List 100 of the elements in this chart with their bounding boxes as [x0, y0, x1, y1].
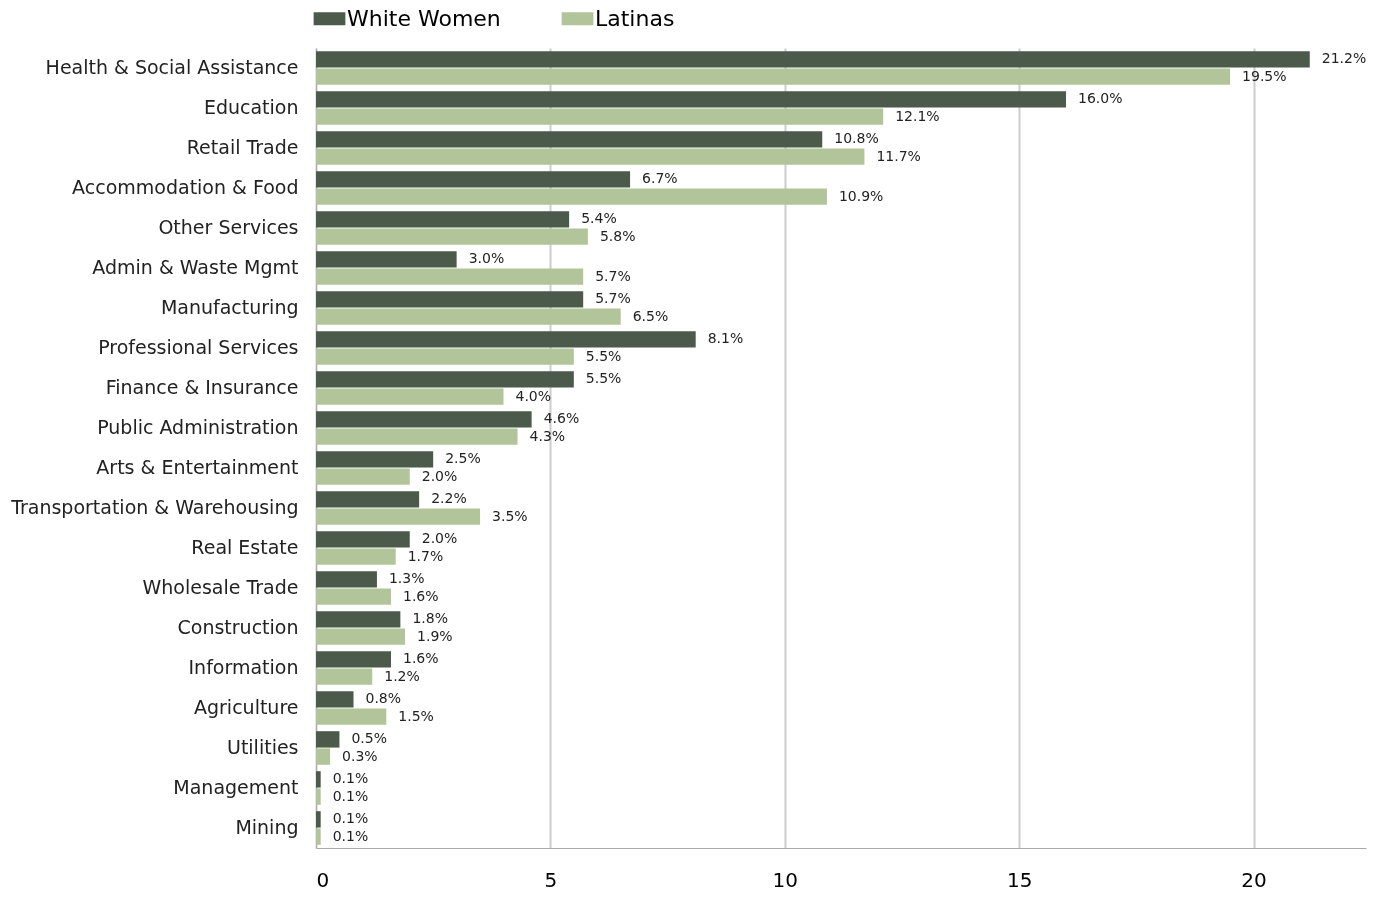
data-label: 0.5% [351, 730, 388, 747]
bar [316, 748, 331, 765]
data-label: 4.6% [543, 410, 580, 427]
y-tick-label: Accommodation & Food [72, 176, 299, 198]
data-label: 5.8% [599, 227, 636, 244]
data-label: 10.9% [838, 187, 884, 204]
bar [316, 308, 621, 325]
data-label: 2.0% [421, 467, 458, 484]
y-tick-label: Construction [177, 616, 299, 638]
bar [316, 668, 373, 685]
y-tick-label: Real Estate [191, 536, 299, 558]
bar [316, 291, 584, 308]
data-label: 19.5% [1242, 67, 1287, 84]
data-label: 2.5% [445, 450, 481, 467]
bar [316, 451, 434, 468]
data-label: 4.0% [515, 387, 552, 404]
y-tick-label: Public Administration [97, 416, 299, 438]
y-tick-label: Other Services [158, 216, 299, 238]
y-tick-label: Health & Social Assistance [45, 56, 299, 78]
bar [316, 331, 696, 348]
bar [316, 51, 1310, 68]
data-label: 5.7% [595, 267, 631, 284]
data-label: 8.1% [707, 330, 744, 347]
data-label: 3.0% [468, 250, 505, 267]
data-label: 1.6% [403, 650, 439, 667]
bar [316, 428, 518, 445]
bar [316, 548, 396, 565]
data-label: 5.7% [595, 290, 631, 307]
bar [316, 828, 321, 845]
bar [316, 388, 504, 405]
legend-label: Latinas [595, 5, 675, 31]
bar [316, 731, 340, 748]
bar [316, 531, 410, 548]
y-tick-label: Mining [235, 816, 299, 838]
bar [316, 508, 481, 525]
data-label: 2.2% [431, 490, 467, 507]
bar [316, 571, 377, 588]
x-tick-label: 5 [544, 867, 558, 892]
bar [316, 108, 884, 125]
data-label: 5.4% [581, 210, 617, 227]
y-tick-label: Retail Trade [186, 136, 299, 158]
y-tick-label: Finance & Insurance [105, 376, 299, 398]
data-label: 0.1% [332, 770, 369, 787]
bar [316, 468, 410, 485]
bar [316, 628, 406, 645]
data-label: 16.0% [1078, 90, 1123, 107]
legend-label: White Women [347, 5, 501, 31]
x-tick-label: 0 [316, 867, 330, 892]
data-label: 0.1% [332, 787, 369, 804]
y-tick-label: Wholesale Trade [142, 576, 299, 598]
bar [316, 371, 574, 388]
y-tick-label: Education [203, 96, 299, 118]
y-tick-label: Management [173, 776, 299, 798]
data-label: 1.6% [403, 587, 439, 604]
data-label: 1.8% [412, 610, 448, 627]
bar [316, 708, 387, 725]
bar [316, 228, 588, 245]
data-label: 1.7% [407, 547, 444, 564]
data-label: 0.1% [332, 827, 369, 844]
y-tick-label: Information [188, 656, 299, 678]
data-label: 10.8% [834, 130, 879, 147]
bar [316, 691, 354, 708]
data-label: 1.9% [417, 627, 453, 644]
y-tick-label: Transportation & Warehousing [10, 496, 299, 518]
x-tick-label: 15 [1006, 867, 1033, 892]
data-label: 4.3% [529, 427, 566, 444]
data-label: 12.1% [895, 107, 940, 124]
bar [316, 131, 823, 148]
data-label: 6.5% [632, 307, 669, 324]
bar [316, 268, 584, 285]
bar [316, 211, 570, 228]
bar [316, 91, 1066, 108]
data-label: 0.1% [332, 810, 369, 827]
bar [316, 171, 631, 188]
data-label: 5.5% [585, 370, 622, 387]
y-tick-label: Arts & Entertainment [96, 456, 299, 478]
data-label: 21.2% [1321, 50, 1367, 67]
bar [316, 148, 865, 165]
y-tick-label: Manufacturing [160, 296, 299, 318]
x-tick-label: 10 [772, 867, 798, 892]
bar [316, 771, 321, 788]
bar [316, 611, 401, 628]
data-label: 2.0% [421, 530, 458, 547]
bar [316, 348, 574, 365]
bar [316, 588, 391, 605]
y-tick-label: Admin & Waste Mgmt [92, 256, 299, 278]
data-label: 1.2% [384, 667, 420, 684]
data-label: 6.7% [642, 170, 678, 187]
data-label: 5.5% [585, 347, 622, 364]
bar [316, 651, 391, 668]
x-tick-label: 20 [1241, 867, 1267, 892]
bar [316, 68, 1231, 85]
data-label: 1.3% [388, 570, 425, 587]
data-label: 11.7% [876, 147, 921, 164]
bar [316, 251, 457, 268]
y-tick-label: Professional Services [98, 336, 299, 358]
y-tick-label: Utilities [226, 736, 299, 758]
bar [316, 491, 420, 508]
bar [316, 188, 827, 205]
data-label: 1.5% [398, 707, 434, 724]
